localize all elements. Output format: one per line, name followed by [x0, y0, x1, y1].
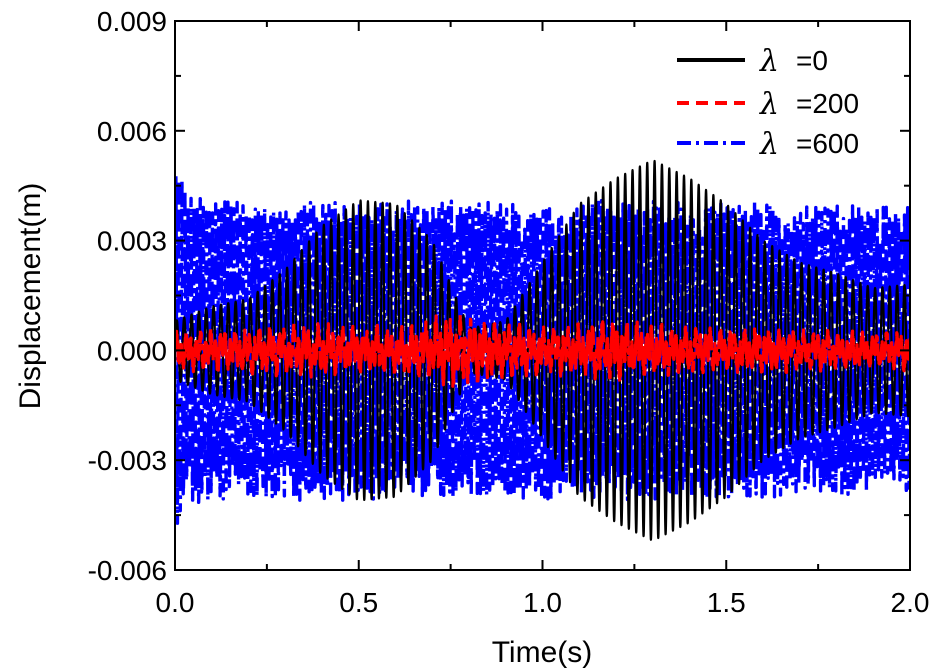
- series-line-1: [175, 311, 910, 388]
- y-axis: -0.006 -0.003 0.000 0.003 0.006 0.009: [88, 6, 910, 586]
- y-tick-label: 0.000: [97, 335, 167, 366]
- legend: λ =0 λ =200 λ =600: [677, 44, 859, 162]
- x-tick-label: 1.0: [523, 587, 562, 618]
- legend-label-1: =200: [796, 88, 859, 119]
- x-tick-label: 2.0: [891, 587, 930, 618]
- legend-label-2: =600: [796, 128, 859, 159]
- x-axis: 0.0 0.5 1.0 1.5 2.0: [156, 21, 930, 618]
- y-axis-title: Displacement(m): [14, 183, 47, 410]
- y-tick-label: -0.006: [88, 555, 167, 586]
- x-tick-label: 0.5: [339, 587, 378, 618]
- x-axis-title: Time(s): [492, 636, 593, 669]
- x-tick-label: 1.5: [707, 587, 746, 618]
- y-tick-label: 0.003: [97, 226, 167, 257]
- legend-lambda-symbol: λ: [759, 87, 779, 122]
- legend-label-0: =0: [796, 45, 828, 76]
- legend-lambda-symbol: λ: [759, 127, 779, 162]
- x-tick-label: 0.0: [156, 587, 195, 618]
- y-tick-label: 0.009: [97, 6, 167, 37]
- y-tick-label: -0.003: [88, 445, 167, 476]
- series-layer: [175, 159, 910, 541]
- y-tick-label: 0.006: [97, 116, 167, 147]
- legend-lambda-symbol: λ: [759, 44, 779, 79]
